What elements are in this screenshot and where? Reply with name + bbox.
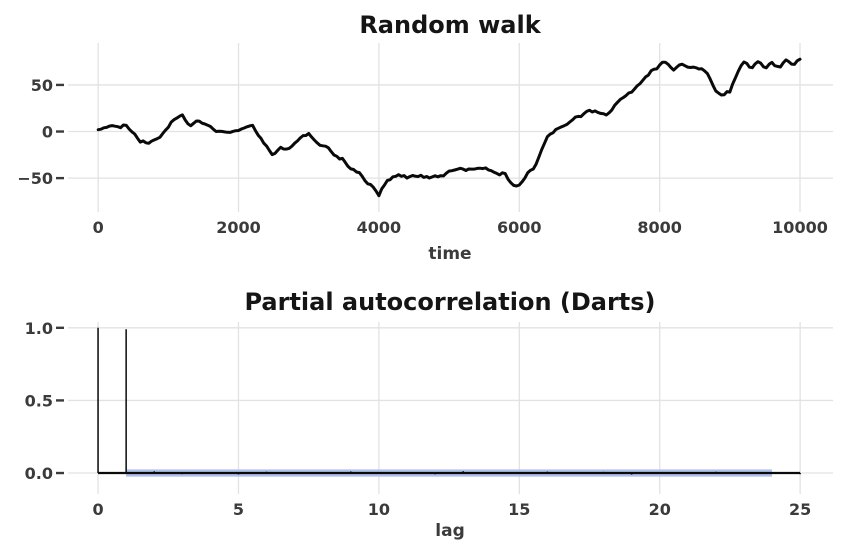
x-tick-label: 20: [649, 500, 671, 519]
random-walk-line: [96, 57, 802, 198]
x-tick-label: 2000: [216, 218, 261, 237]
y-tick-mark: [56, 130, 64, 133]
random-walk-plot-area: 0 2000 4000 6000 8000 10000 −50 0 50: [17, 43, 833, 237]
x-tick-label: 15: [508, 500, 530, 519]
y-tick-mark: [56, 176, 64, 180]
x-tick-label: 25: [789, 500, 811, 519]
y-tick-label: 50: [31, 76, 53, 95]
pacf-title: Partial autocorrelation (Darts): [244, 288, 655, 316]
y-tick-mark: [56, 471, 64, 475]
y-tick-label: 0.0: [25, 464, 53, 483]
y-tick-label: 0.5: [25, 391, 53, 410]
random-walk-title: Random walk: [359, 11, 541, 39]
y-tick-label: 0: [42, 123, 53, 142]
y-tick-label: 1.0: [25, 319, 53, 338]
y-tick-mark: [56, 399, 64, 402]
x-tick-label: 10: [368, 500, 390, 519]
time-axis-label: time: [428, 244, 471, 264]
y-tick-mark: [56, 326, 64, 330]
x-tick-label: 6000: [497, 218, 542, 237]
x-tick-label: 4000: [357, 218, 402, 237]
y-tick-label: −50: [17, 169, 53, 188]
x-tick-label: 8000: [637, 218, 682, 237]
x-tick-label: 5: [233, 500, 244, 519]
x-tick-label: 10000: [772, 218, 828, 237]
y-tick-mark: [56, 83, 64, 87]
x-tick-label: 0: [92, 500, 103, 519]
pacf-plot-area: 0 5 10 15 20 25 0.0 0.5 1.0: [25, 319, 833, 519]
lag-axis-label: lag: [435, 521, 464, 541]
x-tick-label: 0: [93, 218, 104, 237]
